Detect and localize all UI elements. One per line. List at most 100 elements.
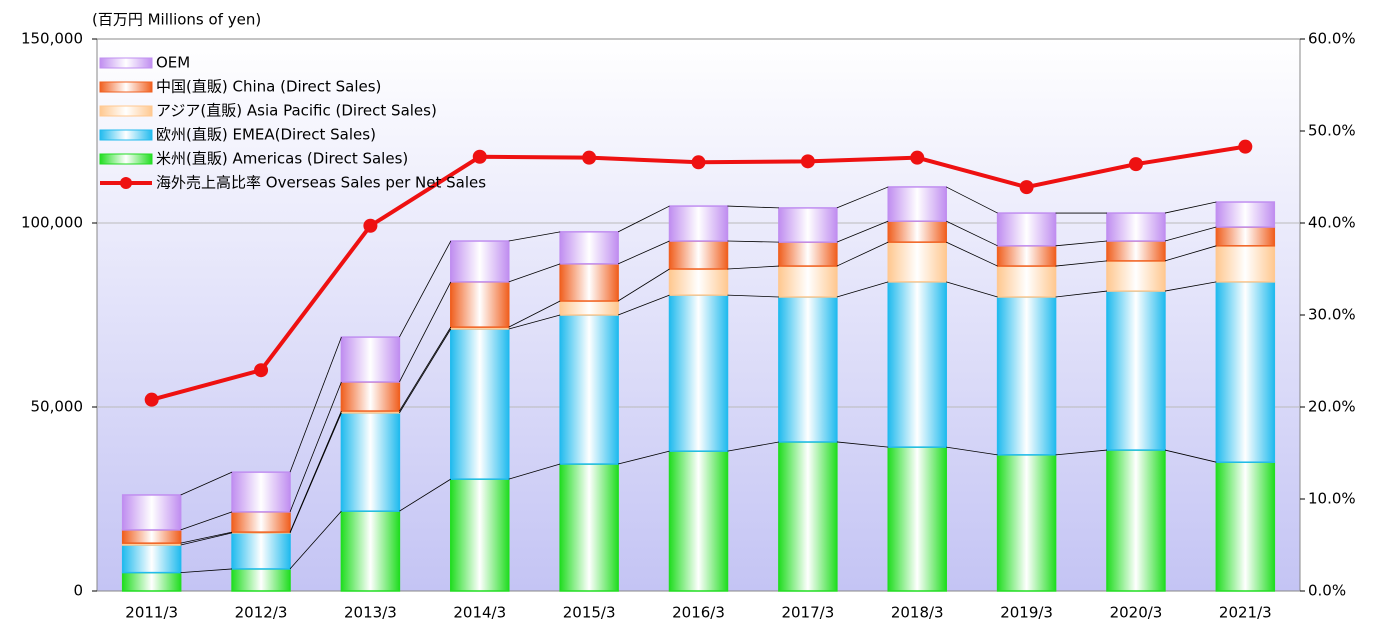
- y2-tick-label: 60.0%: [1308, 30, 1356, 48]
- legend-swatch: [120, 177, 132, 189]
- bar-segment: [668, 294, 729, 452]
- connector: [508, 231, 561, 242]
- x-tick-label: 2018/3: [891, 604, 944, 622]
- bar-segment: [887, 241, 947, 283]
- bar-segment: [340, 336, 401, 383]
- bar-segment: [559, 263, 619, 302]
- connector: [1055, 290, 1108, 298]
- legend-label: 欧州(直販) EMEA(Direct Sales): [156, 126, 376, 144]
- bar-segment: [121, 529, 182, 544]
- bar-segment: [887, 220, 947, 243]
- legend-swatch: [99, 153, 153, 165]
- bar-segment: [121, 571, 182, 592]
- connector: [1055, 240, 1107, 247]
- bar-segment: [668, 450, 729, 592]
- legend-label: 米州(直販) Americas (Direct Sales): [156, 150, 408, 168]
- bar-segment: [1106, 449, 1166, 592]
- connector: [289, 381, 342, 513]
- bar-segment: [231, 532, 291, 570]
- connector: [617, 294, 670, 316]
- bar-segment: [231, 511, 291, 533]
- bar-segment: [231, 471, 291, 513]
- bar-segment: [1106, 212, 1166, 242]
- bar-segment: [1215, 245, 1276, 283]
- connector: [1164, 201, 1217, 214]
- connector: [1164, 226, 1217, 242]
- bar-segment: [121, 544, 182, 574]
- x-tick-label: 2021/3: [1219, 604, 1272, 622]
- connector: [618, 450, 670, 465]
- y2-tick-label: 50.0%: [1308, 122, 1356, 140]
- connector: [727, 265, 779, 270]
- marker: [910, 150, 925, 165]
- connector: [180, 511, 233, 531]
- bar-segment: [887, 186, 947, 222]
- marker: [144, 392, 159, 407]
- y-tick-label: 100,000: [21, 214, 83, 232]
- connector: [836, 441, 889, 448]
- connector: [399, 328, 452, 414]
- connector: [836, 241, 889, 267]
- connector: [508, 463, 561, 480]
- x-tick-label: 2012/3: [235, 604, 288, 622]
- bar-segment: [996, 245, 1057, 267]
- bar-segment: [450, 478, 510, 592]
- x-tick-label: 2019/3: [1000, 604, 1053, 622]
- bar-segment: [887, 446, 947, 592]
- bar-segment: [996, 265, 1057, 298]
- legend-swatch: [99, 105, 153, 117]
- connector: [399, 240, 452, 338]
- y-tick-label: 50,000: [31, 398, 84, 416]
- marker: [472, 149, 487, 164]
- connector: [946, 281, 998, 298]
- connector: [399, 281, 452, 383]
- bar-segment: [1215, 281, 1276, 463]
- x-tick-label: 2014/3: [453, 604, 506, 622]
- bar-segment: [996, 296, 1057, 456]
- bar-segment: [668, 205, 729, 242]
- marker: [254, 363, 269, 378]
- bar-segment: [559, 231, 619, 265]
- bar-segment: [1106, 290, 1166, 451]
- bar-segment: [996, 212, 1057, 247]
- bar-segment: [1215, 461, 1276, 592]
- connector: [617, 240, 670, 265]
- connector: [617, 268, 670, 302]
- x-tick-label: 2015/3: [563, 604, 616, 622]
- marker: [691, 155, 706, 170]
- connector: [289, 510, 342, 570]
- connector: [399, 478, 451, 512]
- bar-segment: [668, 268, 729, 296]
- connector: [617, 205, 670, 233]
- x-tick-label: 2011/3: [125, 604, 178, 622]
- connector: [727, 205, 779, 209]
- bar-segment: [450, 281, 510, 328]
- y2-tick-label: 30.0%: [1308, 306, 1356, 324]
- bar-segment: [778, 296, 838, 443]
- connector: [1055, 449, 1107, 456]
- connector: [1164, 281, 1217, 292]
- bar-segment: [996, 454, 1057, 592]
- connector: [836, 186, 889, 209]
- connector: [1055, 260, 1107, 267]
- y-tick-label: 0: [73, 582, 83, 600]
- marker: [1128, 157, 1143, 172]
- y2-tick-label: 40.0%: [1308, 214, 1356, 232]
- bar-segment: [1215, 201, 1276, 228]
- bar-segment: [340, 381, 401, 412]
- legend-swatch: [99, 57, 153, 69]
- legend-swatch: [99, 129, 153, 141]
- bar-segment: [559, 314, 619, 465]
- x-tick-label: 2020/3: [1110, 604, 1163, 622]
- connector: [946, 220, 998, 247]
- y2-tick-label: 20.0%: [1308, 398, 1356, 416]
- bar-segment: [778, 207, 838, 243]
- connector: [836, 281, 889, 298]
- bar-segment: [559, 300, 619, 316]
- bar-segment: [887, 281, 947, 448]
- connector: [508, 314, 561, 330]
- bar-segment: [1106, 240, 1166, 262]
- connector: [946, 186, 998, 214]
- bar-segment: [121, 494, 182, 531]
